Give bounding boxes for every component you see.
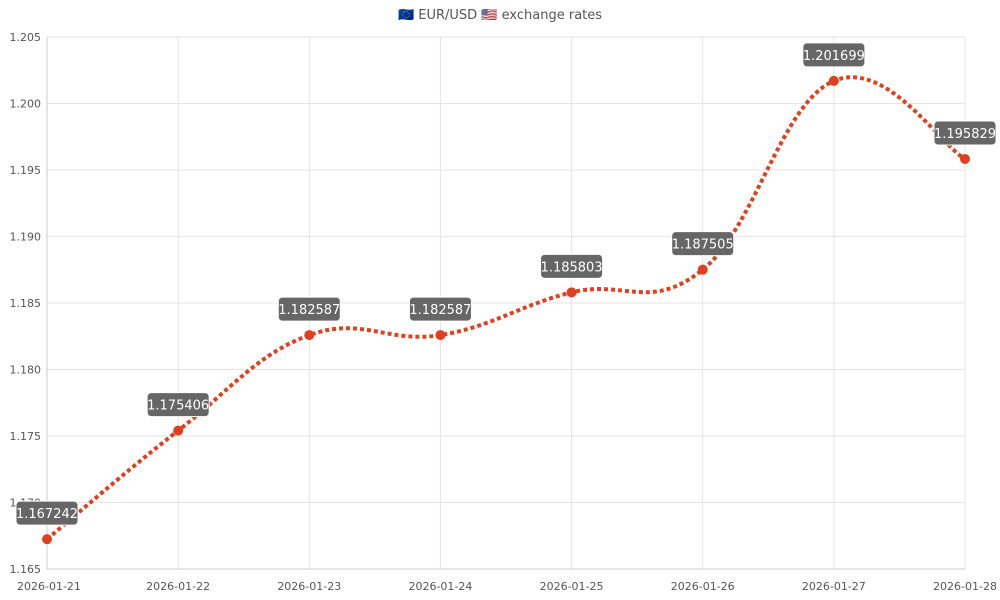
- y-tick-label: 1.190: [10, 231, 42, 244]
- data-label-box: [933, 120, 997, 146]
- data-point: [304, 330, 315, 341]
- x-tick-label: 2026-01-27: [802, 580, 866, 593]
- x-tick-label: 2026-01-24: [408, 580, 472, 593]
- data-label-box: [802, 42, 866, 68]
- x-tick-label: 2026-01-22: [146, 580, 210, 593]
- data-point: [435, 330, 446, 341]
- y-tick-label: 1.165: [10, 563, 42, 576]
- data-point: [960, 153, 970, 164]
- y-tick-label: 1.195: [10, 164, 42, 177]
- data-point: [697, 264, 708, 275]
- y-tick-label: 1.185: [10, 297, 42, 310]
- data-label-box: [408, 296, 472, 322]
- x-tick-label: 2026-01-28: [933, 580, 997, 593]
- y-tick-label: 1.200: [10, 98, 42, 111]
- data-point: [828, 75, 839, 86]
- data-label: 1.182587: [278, 303, 340, 318]
- data-label-box: [277, 296, 341, 322]
- data-label-box: [15, 500, 79, 526]
- x-tick-label: 2026-01-26: [671, 580, 735, 593]
- data-label: 1.167242: [16, 507, 78, 522]
- series-line: [45, 75, 967, 541]
- data-label: 1.175406: [147, 399, 209, 414]
- y-tick-label: 1.205: [10, 31, 42, 44]
- data-label-box: [146, 392, 210, 418]
- data-point: [42, 534, 52, 545]
- data-point: [566, 287, 577, 298]
- x-tick-label: 2026-01-23: [277, 580, 341, 593]
- y-tick-label: 1.175: [10, 430, 42, 443]
- data-label: 1.201699: [803, 49, 865, 64]
- data-label-box: [540, 253, 604, 279]
- data-point: [173, 425, 184, 436]
- data-label: 1.187505: [672, 238, 734, 253]
- data-label: 1.185803: [541, 260, 603, 275]
- data-label: 1.182587: [409, 303, 471, 318]
- x-tick-label: 2026-01-21: [17, 580, 81, 593]
- x-tick-label: 2026-01-25: [540, 580, 604, 593]
- data-label: 1.195829: [934, 127, 996, 142]
- chart-title: 🇪🇺 EUR/USD 🇺🇸 exchange rates: [397, 8, 603, 23]
- data-label-box: [671, 231, 735, 257]
- y-tick-label: 1.180: [10, 364, 42, 377]
